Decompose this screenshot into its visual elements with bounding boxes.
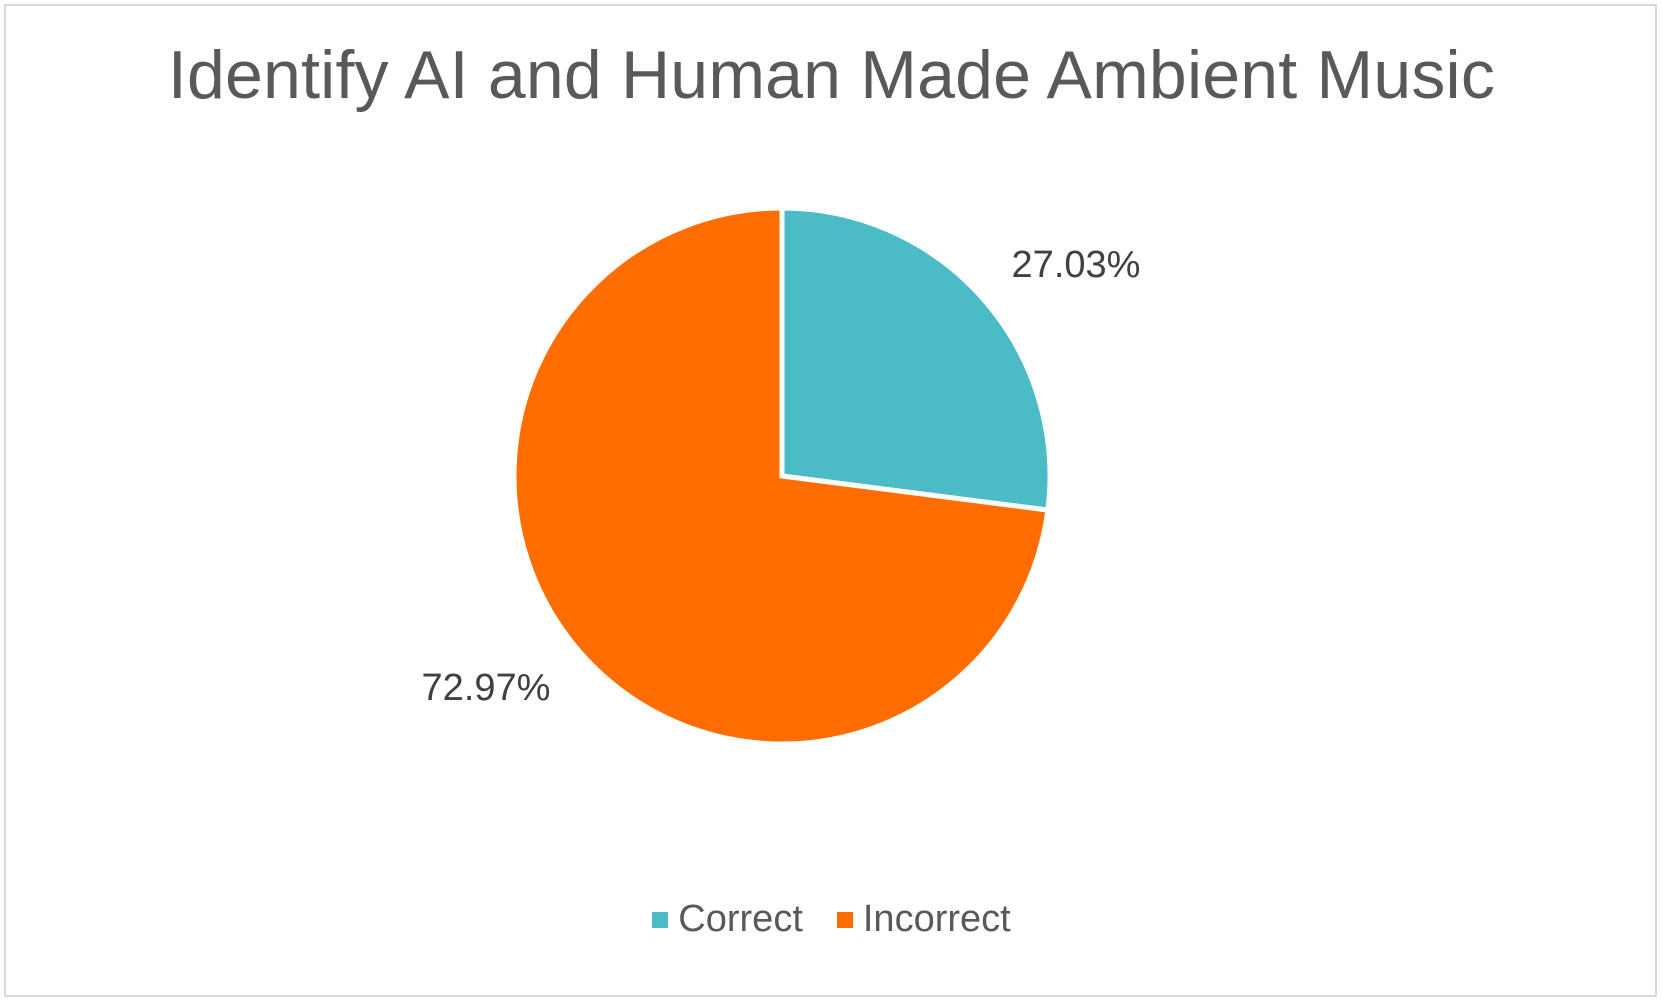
pie-slice-incorrect <box>511 205 1051 747</box>
legend-swatch-incorrect <box>836 911 853 928</box>
pie-slice-correct <box>779 205 1053 513</box>
legend-swatch-correct <box>652 911 669 928</box>
data-label-incorrect: 72.97% <box>422 667 551 709</box>
legend-label-incorrect: Incorrect <box>862 898 1011 940</box>
legend-item-incorrect: Incorrect <box>836 898 1011 941</box>
chart-legend: Correct Incorrect <box>0 898 1663 941</box>
legend-label-correct: Correct <box>678 898 803 940</box>
legend-item-correct: Correct <box>652 898 803 941</box>
chart-title: Identify AI and Human Made Ambient Music <box>167 37 1496 113</box>
data-label-correct: 27.03% <box>1012 244 1141 286</box>
